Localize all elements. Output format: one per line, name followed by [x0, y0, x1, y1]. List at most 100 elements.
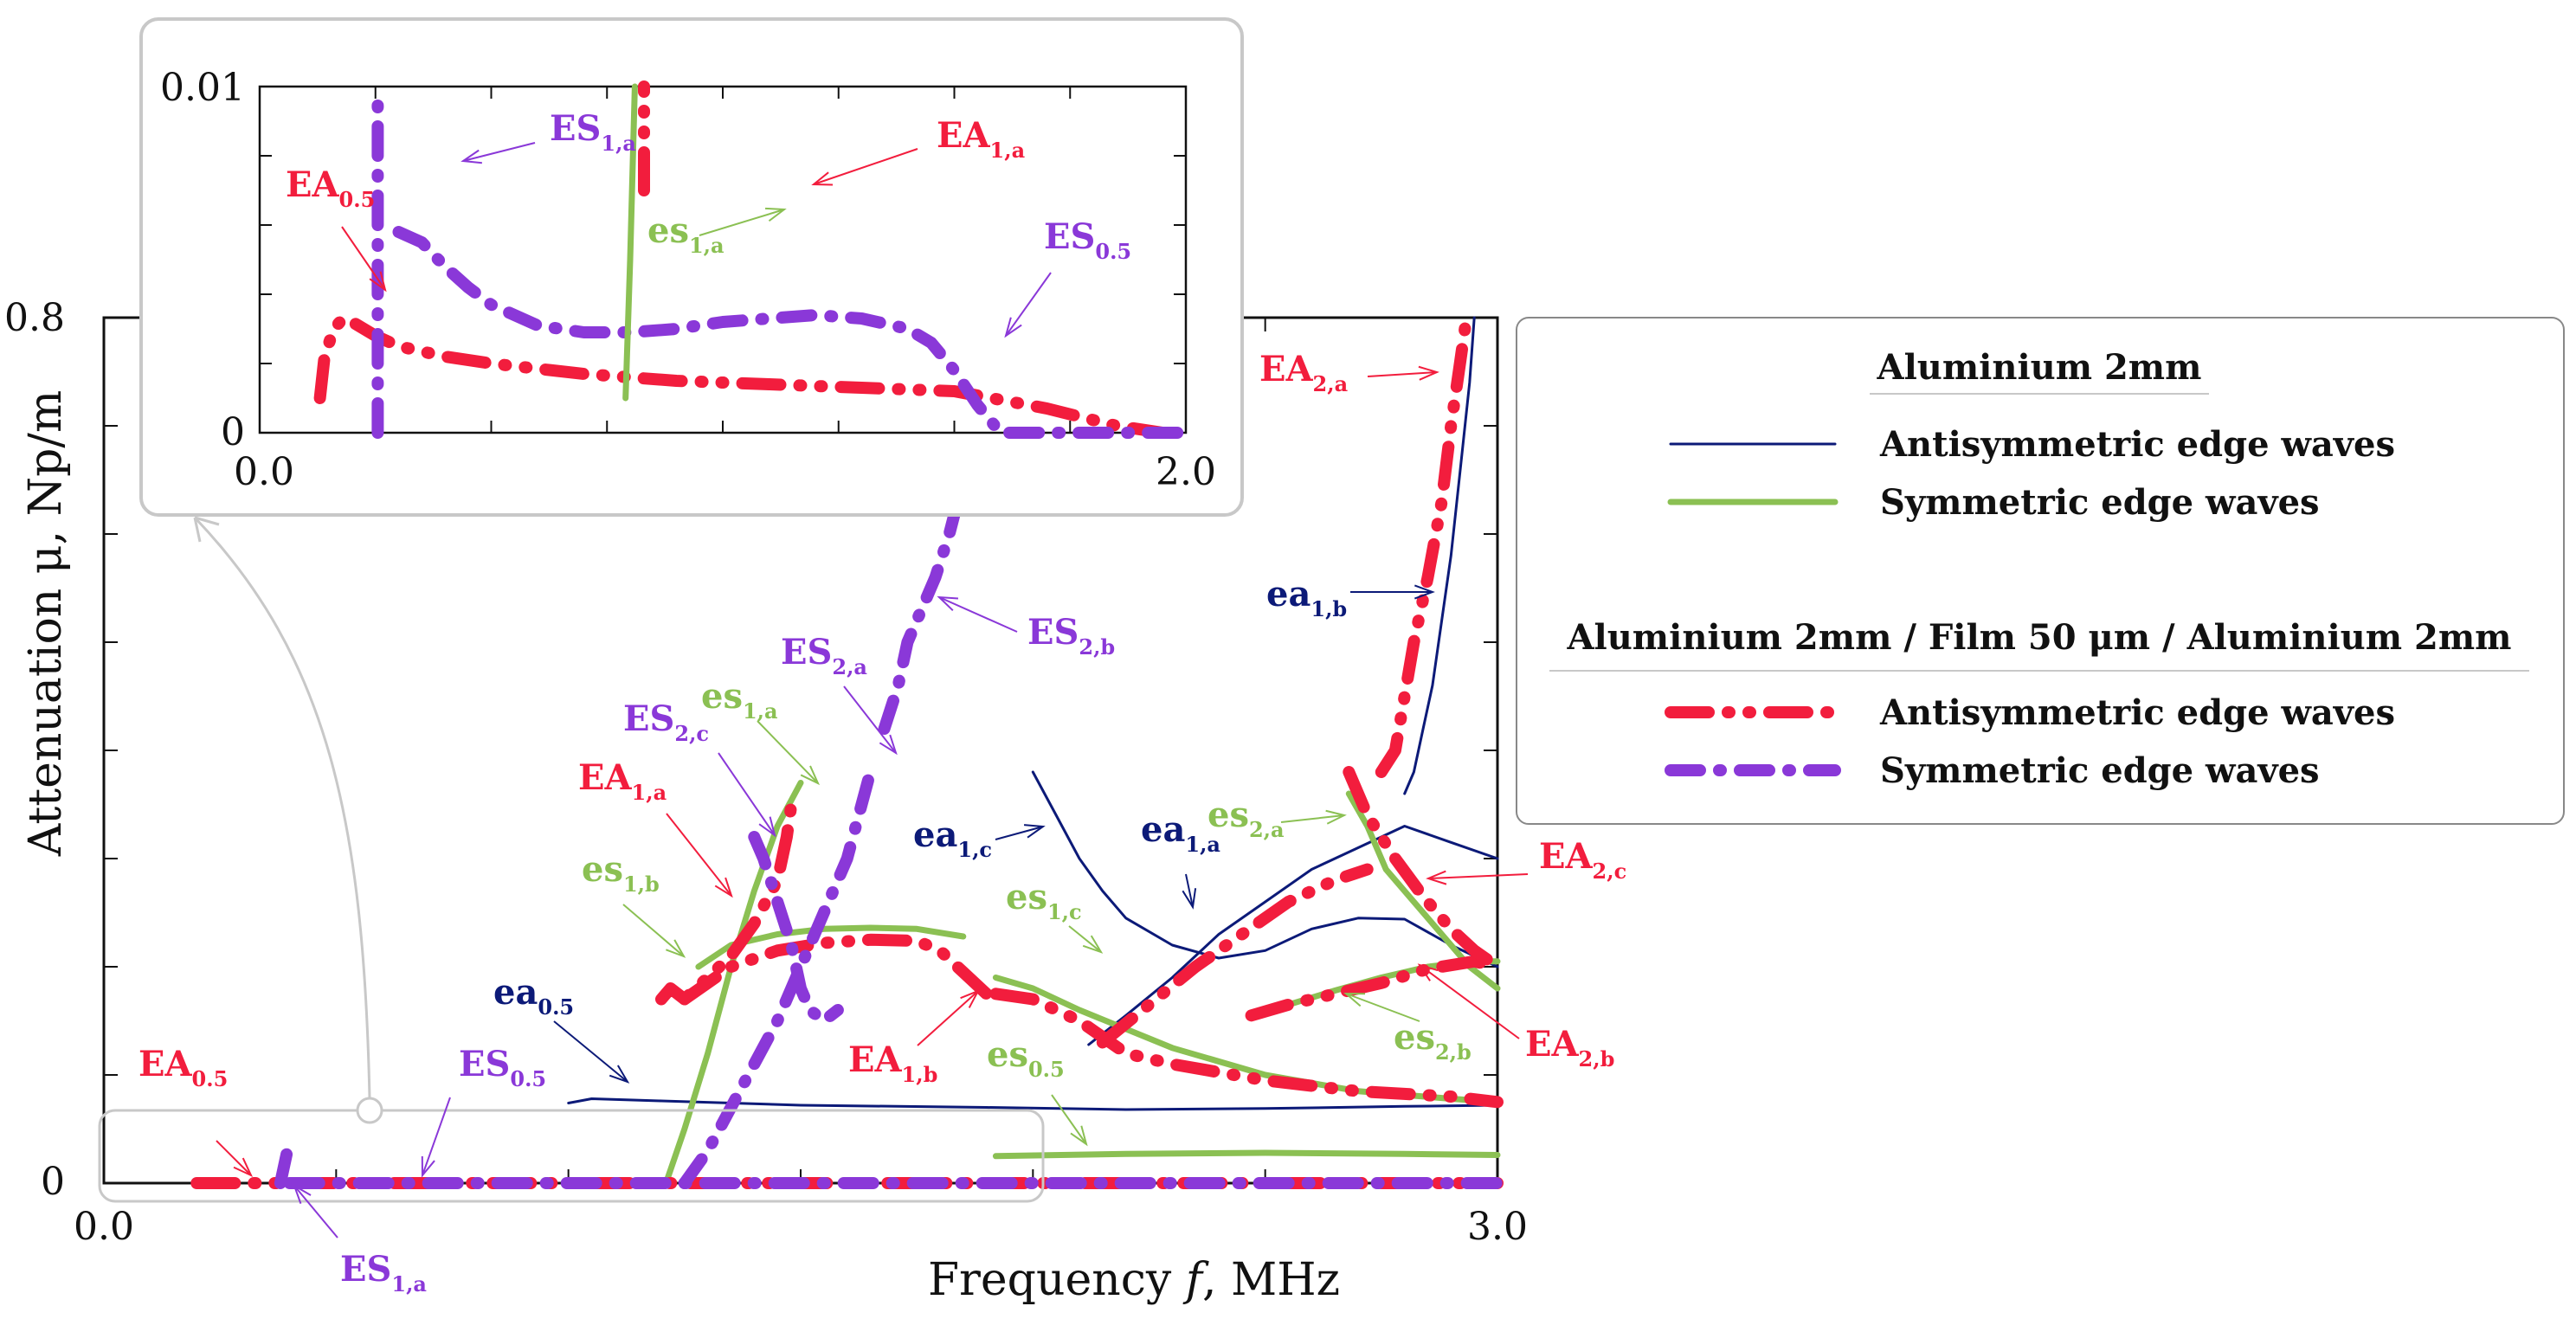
- main-series-ea-1-b: [678, 933, 993, 1006]
- annotation-arrowhead: [666, 939, 686, 958]
- annotation-arrow-ea-0-5: [341, 226, 386, 291]
- inset-series-ea-0-5: [313, 312, 1169, 439]
- annotation-arrow-es-1-a: [462, 142, 536, 162]
- annotation-arrow-es-2-b: [1345, 993, 1420, 1022]
- annotation-base: ES: [340, 1249, 391, 1290]
- annotation-arrow-es-1-b: [622, 904, 685, 957]
- annotation-base: EA: [1259, 349, 1313, 389]
- annotation-base: EA: [1539, 836, 1593, 877]
- annotation-arrowhead: [1426, 870, 1447, 885]
- annotation-base: ea: [493, 972, 538, 1013]
- annotation-label-es-1-a: ES1,a: [340, 1249, 427, 1296]
- annotation-label-ea-0-5: EA0.5: [286, 164, 375, 212]
- annotations: EA0.5 ES0.5ES1,aea0.5es1,bEA1,aES2,ces1,a…: [138, 108, 1626, 1296]
- annotation-arrow-es-0-5: [1051, 1094, 1087, 1145]
- legend-label-antisym-tri: Antisymmetric edge waves: [1879, 692, 2395, 733]
- annotation-arrowhead: [293, 1183, 312, 1205]
- legend-group1-title: Aluminium 2mm: [1877, 347, 2202, 388]
- main-y-axis-label: Attenuation μ, Np/m: [20, 390, 72, 858]
- annotation-arrowhead: [1023, 824, 1046, 839]
- annotation-subscript: 0.5: [1028, 1057, 1065, 1082]
- x-label-part-3: , MHz: [1202, 1254, 1340, 1306]
- legend-group2-title-part-1: Aluminium 2mm / Film: [1566, 617, 2027, 658]
- inset-x-tick-max: 2.0: [1156, 450, 1216, 494]
- main-series-ea-1-a: [655, 798, 798, 1006]
- annotation-arrow-ea-1-b: [917, 990, 979, 1046]
- annotation-arrow-ea-2-a: [1367, 371, 1438, 377]
- main-y-tick-max: 0.8: [4, 296, 65, 340]
- annotation-label-es-2-b: es2,b: [1394, 1017, 1472, 1065]
- main-series-ea-2-a: [1375, 322, 1472, 778]
- annotation-arrowhead: [1082, 935, 1104, 954]
- legend-group2-title-part-2: 50: [2028, 617, 2077, 658]
- annotation-arrow-ea-1-a: [666, 813, 732, 897]
- main-x-axis-label: Frequency f, MHz: [928, 1254, 1340, 1306]
- annotation-base: EA: [1525, 1024, 1579, 1065]
- annotation-label-es-0-5: ES0.5: [459, 1044, 546, 1091]
- annotation-subscript: 1,b: [623, 872, 660, 897]
- annotation-base: es: [701, 676, 743, 717]
- annotation-arrowhead: [800, 765, 821, 786]
- annotation-base: EA: [578, 757, 632, 798]
- annotation-base: es: [647, 210, 689, 251]
- annotation-label-es-2-c: ES2,c: [623, 698, 709, 746]
- inset-y-tick-min: 0: [221, 410, 245, 454]
- zoom-connector-dot: [356, 1097, 383, 1124]
- annotation-base: ES: [550, 108, 601, 149]
- annotation-arrowhead: [960, 989, 981, 1008]
- annotation-label-es-1-b: es1,b: [582, 849, 660, 897]
- annotation-subscript: 2,b: [1435, 1039, 1472, 1065]
- annotation-arrowhead: [1182, 888, 1197, 910]
- main-series-ea-1-b: [1403, 316, 1476, 795]
- annotation-label-ea-0-5: EA0.5: [138, 1044, 228, 1091]
- legend-label-sym-tri: Symmetric edge waves: [1880, 750, 2320, 791]
- annotation-subscript: 1,a: [990, 138, 1026, 163]
- annotation-arrow-es-1-a: [699, 209, 785, 236]
- annotation-base: ES: [1044, 216, 1095, 257]
- main-x-tick-min: 0.0: [74, 1205, 134, 1249]
- annotation-arrow-ea-2-c: [1427, 873, 1529, 879]
- annotation-base: ea: [1266, 574, 1311, 614]
- annotation-arrowhead: [714, 877, 733, 898]
- legend-label-sym-al: Symmetric edge waves: [1880, 482, 2320, 523]
- annotation-subscript: 2,c: [1593, 859, 1627, 884]
- zoom-connector-line: [193, 516, 371, 1099]
- annotation-base: es: [1394, 1017, 1435, 1058]
- annotation-subscript: 1,a: [632, 780, 667, 805]
- inset-frame: [139, 17, 1244, 517]
- annotation-base: ES: [1027, 612, 1079, 653]
- annotation-arrowhead: [1070, 1125, 1088, 1147]
- annotation-arrow-es-0-5: [1005, 272, 1052, 337]
- annotation-label-es-0-5: es0.5: [987, 1034, 1065, 1082]
- annotation-arrowhead: [879, 734, 898, 756]
- annotation-arrow-es-1-a: [293, 1185, 338, 1239]
- annotation-subscript: 2,c: [674, 721, 709, 746]
- annotation-subscript: 2,a: [1249, 817, 1285, 842]
- annotation-label-es-2-a: ES2,a: [781, 632, 867, 679]
- annotation-label-es-0-5: ES0.5: [1044, 216, 1131, 264]
- legend: Aluminium 2mm Antisymmetric edge waves S…: [1516, 317, 2565, 825]
- annotation-subscript: 1,a: [743, 698, 778, 724]
- main-series-ea-2-c-mid: [1096, 863, 1374, 1049]
- annotation-label-ea-1-a: EA1,a: [578, 757, 667, 805]
- annotation-label-ea-1-b: EA1,b: [848, 1039, 937, 1087]
- annotation-arrow-es-2-a: [1280, 814, 1345, 823]
- annotation-base: es: [1208, 795, 1249, 835]
- annotation-label-ea-1-a: EA1,a: [937, 115, 1025, 163]
- main-series-es-1-a: [274, 1134, 296, 1189]
- annotation-subscript: 0.5: [510, 1066, 546, 1091]
- zoom-region-box: [98, 1109, 1045, 1203]
- inset-x-tick-min: 0.0: [234, 450, 294, 494]
- annotation-base: es: [1006, 877, 1047, 917]
- annotation-label-ea-2-a: EA2,a: [1259, 349, 1348, 396]
- legend-group2-title-part-3: μm / Aluminium 2mm: [2077, 617, 2512, 658]
- annotation-arrowhead: [764, 207, 787, 222]
- annotation-arrowhead: [421, 1155, 435, 1178]
- main-series-ea-1-b-low: [989, 988, 1504, 1109]
- annotation-label-ea-0-5: ea0.5: [493, 972, 574, 1020]
- x-label-part-1: Frequency: [928, 1254, 1186, 1306]
- annotation-label-es-2-a: es2,a: [1208, 795, 1285, 842]
- annotation-subscript: 2,a: [1313, 371, 1349, 396]
- zoom-connector-arrowhead: [193, 516, 220, 543]
- annotation-label-es-1-c: es1,c: [1006, 877, 1082, 924]
